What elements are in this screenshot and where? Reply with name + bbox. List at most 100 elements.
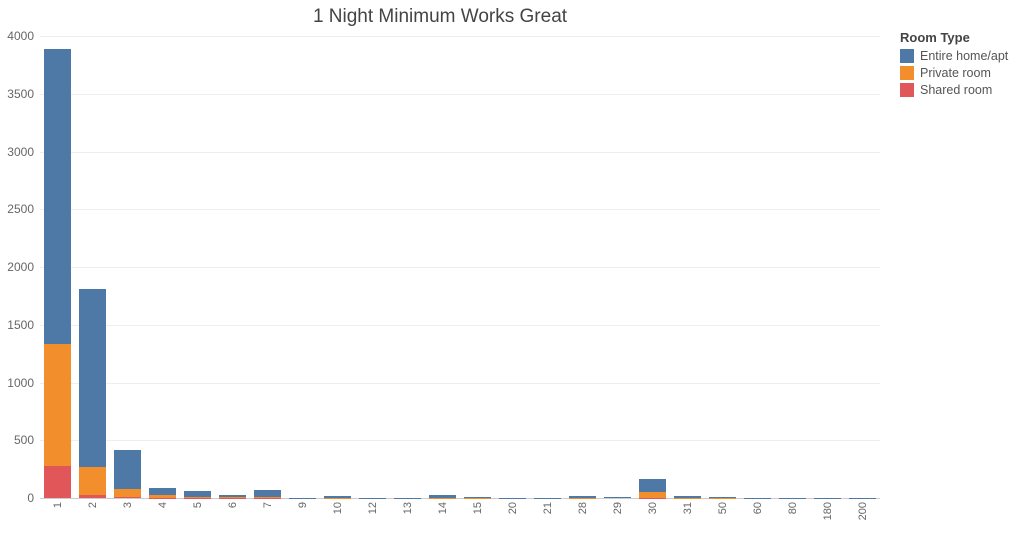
bar-group [184,36,211,498]
legend-swatch [900,66,914,80]
bar-group [779,36,806,498]
bar-segment-entire [114,450,141,489]
bar-segment-entire [184,491,211,497]
bar-segment-private [674,498,701,499]
bar-group [79,36,106,498]
bar-segment-entire [219,495,246,497]
x-tick-label: 1 [52,502,64,508]
bar-group [709,36,736,498]
bar-group [674,36,701,498]
x-tick-label: 6 [227,502,239,508]
bar-segment-entire [324,496,351,498]
legend-swatch [900,49,914,63]
x-tick-label: 7 [262,502,274,508]
x-tick-label: 180 [822,502,834,520]
plot-area: 1234567910121314152021282930315060801802… [40,36,880,498]
y-tick-label: 4000 [0,29,34,43]
bar-group [324,36,351,498]
x-tick-label: 5 [192,502,204,508]
bar-segment-shared [114,497,141,498]
x-tick-label: 3 [122,502,134,508]
bar-segment-shared [44,466,71,498]
bar-group [429,36,456,498]
bar-segment-entire [814,498,841,499]
bar-group [114,36,141,498]
bar-segment-shared [149,498,176,499]
bar-group [149,36,176,498]
x-tick-label: 200 [857,502,869,520]
bar-segment-entire [604,497,631,498]
bar-segment-entire [639,479,666,493]
bar-segment-entire [744,498,771,499]
bar-group [464,36,491,498]
bar-segment-entire [79,289,106,467]
y-tick-label: 500 [0,433,34,447]
bar-group [219,36,246,498]
bar-segment-private [79,467,106,495]
bar-segment-entire [569,496,596,497]
bars-layer [40,36,880,498]
legend-item: Entire home/apt [900,47,1008,64]
bar-segment-private [149,495,176,498]
x-tick-label: 14 [437,502,449,514]
x-tick-label: 10 [332,502,344,514]
chart-title: 1 Night Minimum Works Great [0,6,880,28]
bar-segment-entire [674,496,701,498]
y-tick-label: 0 [0,491,34,505]
bar-group [569,36,596,498]
bar-segment-private [219,497,246,498]
x-tick-label: 31 [682,502,694,514]
bar-group [604,36,631,498]
bar-segment-entire [709,497,736,498]
x-tick-label: 12 [367,502,379,514]
legend: Room Type Entire home/aptPrivate roomSha… [900,30,1008,98]
x-tick-label: 15 [472,502,484,514]
x-tick-label: 60 [752,502,764,514]
bar-group [814,36,841,498]
bar-group [289,36,316,498]
bar-segment-entire [849,498,876,499]
bar-group [499,36,526,498]
y-tick-label: 2500 [0,202,34,216]
bar-segment-entire [254,490,281,497]
bar-group [849,36,876,498]
x-tick-label: 28 [577,502,589,514]
x-tick-label: 20 [507,502,519,514]
bar-segment-private [184,497,211,498]
y-tick-label: 1500 [0,318,34,332]
x-tick-label: 50 [717,502,729,514]
bar-segment-entire [44,49,71,344]
legend-items: Entire home/apt Private roomShared room [900,47,1008,98]
bar-segment-entire [359,498,386,499]
x-tick-label: 30 [647,502,659,514]
bar-segment-shared [79,495,106,498]
legend-label: Private room [920,66,991,80]
bar-group [394,36,421,498]
x-tick-label: 2 [87,502,99,508]
bar-segment-entire [394,498,421,499]
bar-segment-private [254,497,281,498]
legend-swatch [900,83,914,97]
bar-group [534,36,561,498]
bar-segment-private [569,498,596,499]
x-tick-label: 21 [542,502,554,514]
x-tick-label: 4 [157,502,169,508]
x-tick-label: 80 [787,502,799,514]
bar-group [744,36,771,498]
bar-group [359,36,386,498]
bar-group [639,36,666,498]
bar-segment-entire [464,497,491,498]
y-tick-label: 1000 [0,376,34,390]
legend-item: Shared room [900,81,1008,98]
legend-label: Entire home/apt [920,49,1008,63]
bar-segment-entire [779,498,806,499]
bar-group [254,36,281,498]
y-tick-label: 3000 [0,145,34,159]
y-tick-label: 2000 [0,260,34,274]
bar-segment-entire [289,498,316,499]
x-tick-label: 13 [402,502,414,514]
axis-baseline [40,498,880,499]
legend-item: Private room [900,64,1008,81]
bar-segment-entire [534,498,561,499]
bar-segment-private [44,344,71,466]
